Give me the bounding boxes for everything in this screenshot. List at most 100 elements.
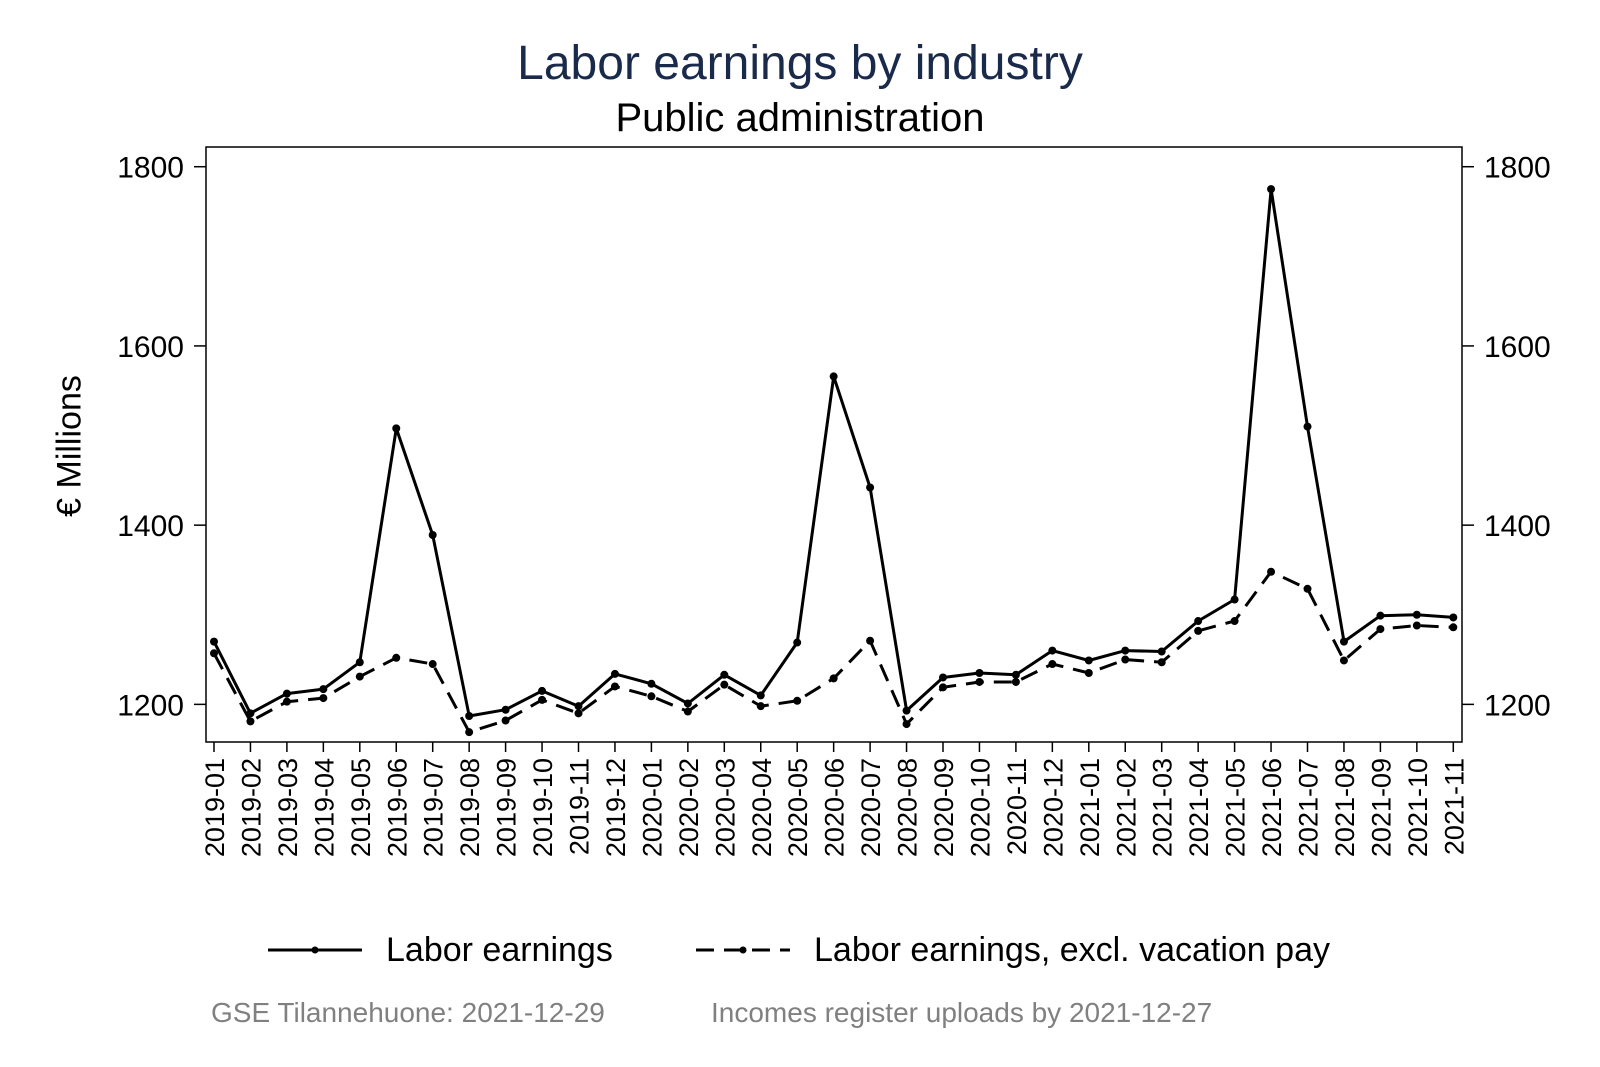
series-0-point [282,689,291,698]
legend-label-labor-earnings: Labor earnings [386,930,613,969]
x-tick-label: 2019-08 [455,758,485,857]
series-0-point [1011,670,1020,679]
series-1-point [1194,626,1203,635]
series-1-point [939,683,947,692]
series-1-point [355,672,364,681]
series-0-point [538,686,547,695]
x-tick-label: 2019-05 [346,758,376,857]
series-1-point [1449,623,1458,632]
series-0-point [392,424,401,433]
series-1-point [574,709,583,718]
y-tick-label-left: 1600 [117,331,184,364]
series-0-point [756,691,765,700]
x-tick-label: 2020-04 [747,758,777,857]
series-1-point [1011,677,1020,686]
series-0-point [1449,613,1458,622]
series-1-point [210,649,218,658]
y-tick-label-right: 1800 [1484,152,1551,185]
x-tick-label: 2021-02 [1111,758,1141,857]
series-1-point [829,674,838,683]
series-1-point [1267,567,1276,576]
series-0-point [501,705,510,714]
legend-item-excl-vacation-pay: Labor earnings, excl. vacation pay [694,925,1330,975]
series-0-point [683,699,692,708]
series-0-point [1084,656,1093,665]
series-0-point [1048,646,1057,655]
x-tick-label: 2019-10 [528,758,558,857]
series-0-point [355,658,364,667]
x-tick-label: 2020-10 [965,758,995,857]
x-tick-label: 2021-06 [1257,758,1287,857]
series-1-point [1339,656,1348,665]
series-1-point [538,695,547,704]
series-1-point [1412,621,1421,630]
series-0-point [866,483,875,492]
x-tick-label: 2021-05 [1221,758,1251,857]
x-tick-label: 2020-07 [856,758,886,857]
series-0-point [1267,185,1276,194]
x-tick-label: 2020-12 [1038,758,1068,857]
series-0-point [939,673,947,682]
x-tick-label: 2020-02 [674,758,704,857]
series-0-point [793,638,802,647]
series-0-point [1412,610,1421,619]
series-0-point [428,531,437,540]
upload-note: Incomes register uploads by 2021-12-27 [711,997,1213,1028]
series-0-point [574,702,583,711]
x-tick-label: 2021-01 [1075,758,1105,857]
chart-subtitle: Public administration [615,96,985,140]
series-1-point [246,717,255,726]
series-1-point [1230,617,1239,626]
series-1-point [866,636,875,645]
x-tick-label: 2019-03 [273,758,303,857]
x-tick-label: 2019-07 [419,758,449,857]
series-0-point [647,679,656,688]
x-tick-label: 2021-09 [1366,758,1396,857]
x-tick-label: 2020-06 [820,758,850,857]
series-1-point [1376,625,1385,634]
x-tick-label: 2019-09 [492,758,522,857]
series-1-point [647,692,656,701]
chart-title: Labor earnings by industry [517,37,1083,90]
series-line-1 [212,570,1454,734]
series-0-point [1339,637,1348,646]
series-0-point [975,669,984,678]
series-1-point [610,682,619,691]
x-tick-label: 2020-03 [710,758,740,857]
x-tick-label: 2019-02 [236,758,266,857]
y-tick-label-left: 1200 [117,689,184,722]
series-1-point [392,653,401,662]
legend-item-labor-earnings: Labor earnings [266,925,613,975]
y-tick-label-right: 1200 [1484,689,1551,722]
legend-label-excl-vacation-pay: Labor earnings, excl. vacation pay [814,930,1330,969]
legend-swatch-solid [268,946,362,954]
x-tick-label: 2019-11 [565,758,595,855]
series-0-point [1194,617,1203,626]
series-1-point [465,728,474,737]
series-0-point [829,372,838,381]
y-tick-label-right: 1600 [1484,331,1551,364]
y-tick-label-right: 1400 [1484,510,1551,543]
series-1-point [282,697,291,706]
series-0-point [1376,611,1385,620]
series-0-point [1230,595,1239,604]
x-tick-label: 2019-04 [309,758,339,857]
x-tick-label: 2020-09 [929,758,959,857]
x-tick-label: 2021-04 [1184,758,1214,857]
x-tick-label: 2021-10 [1403,758,1433,857]
series-0-point [465,712,474,721]
source-note: GSE Tilannehuone: 2021-12-29 [211,997,605,1028]
series-0-point [210,637,218,646]
series-0-point [1303,422,1312,431]
series-1-point [428,660,437,669]
series-1-point [756,702,765,711]
series-1-point [683,707,692,716]
legend-swatch-dashed [696,946,790,954]
series-1-point [720,680,729,689]
series-1-point [501,716,510,725]
series-0-point [319,685,328,694]
series-0-point [902,706,911,715]
x-tick-label: 2020-08 [893,758,923,857]
series-1-point [1303,584,1312,593]
x-tick-label: 2020-05 [783,758,813,857]
